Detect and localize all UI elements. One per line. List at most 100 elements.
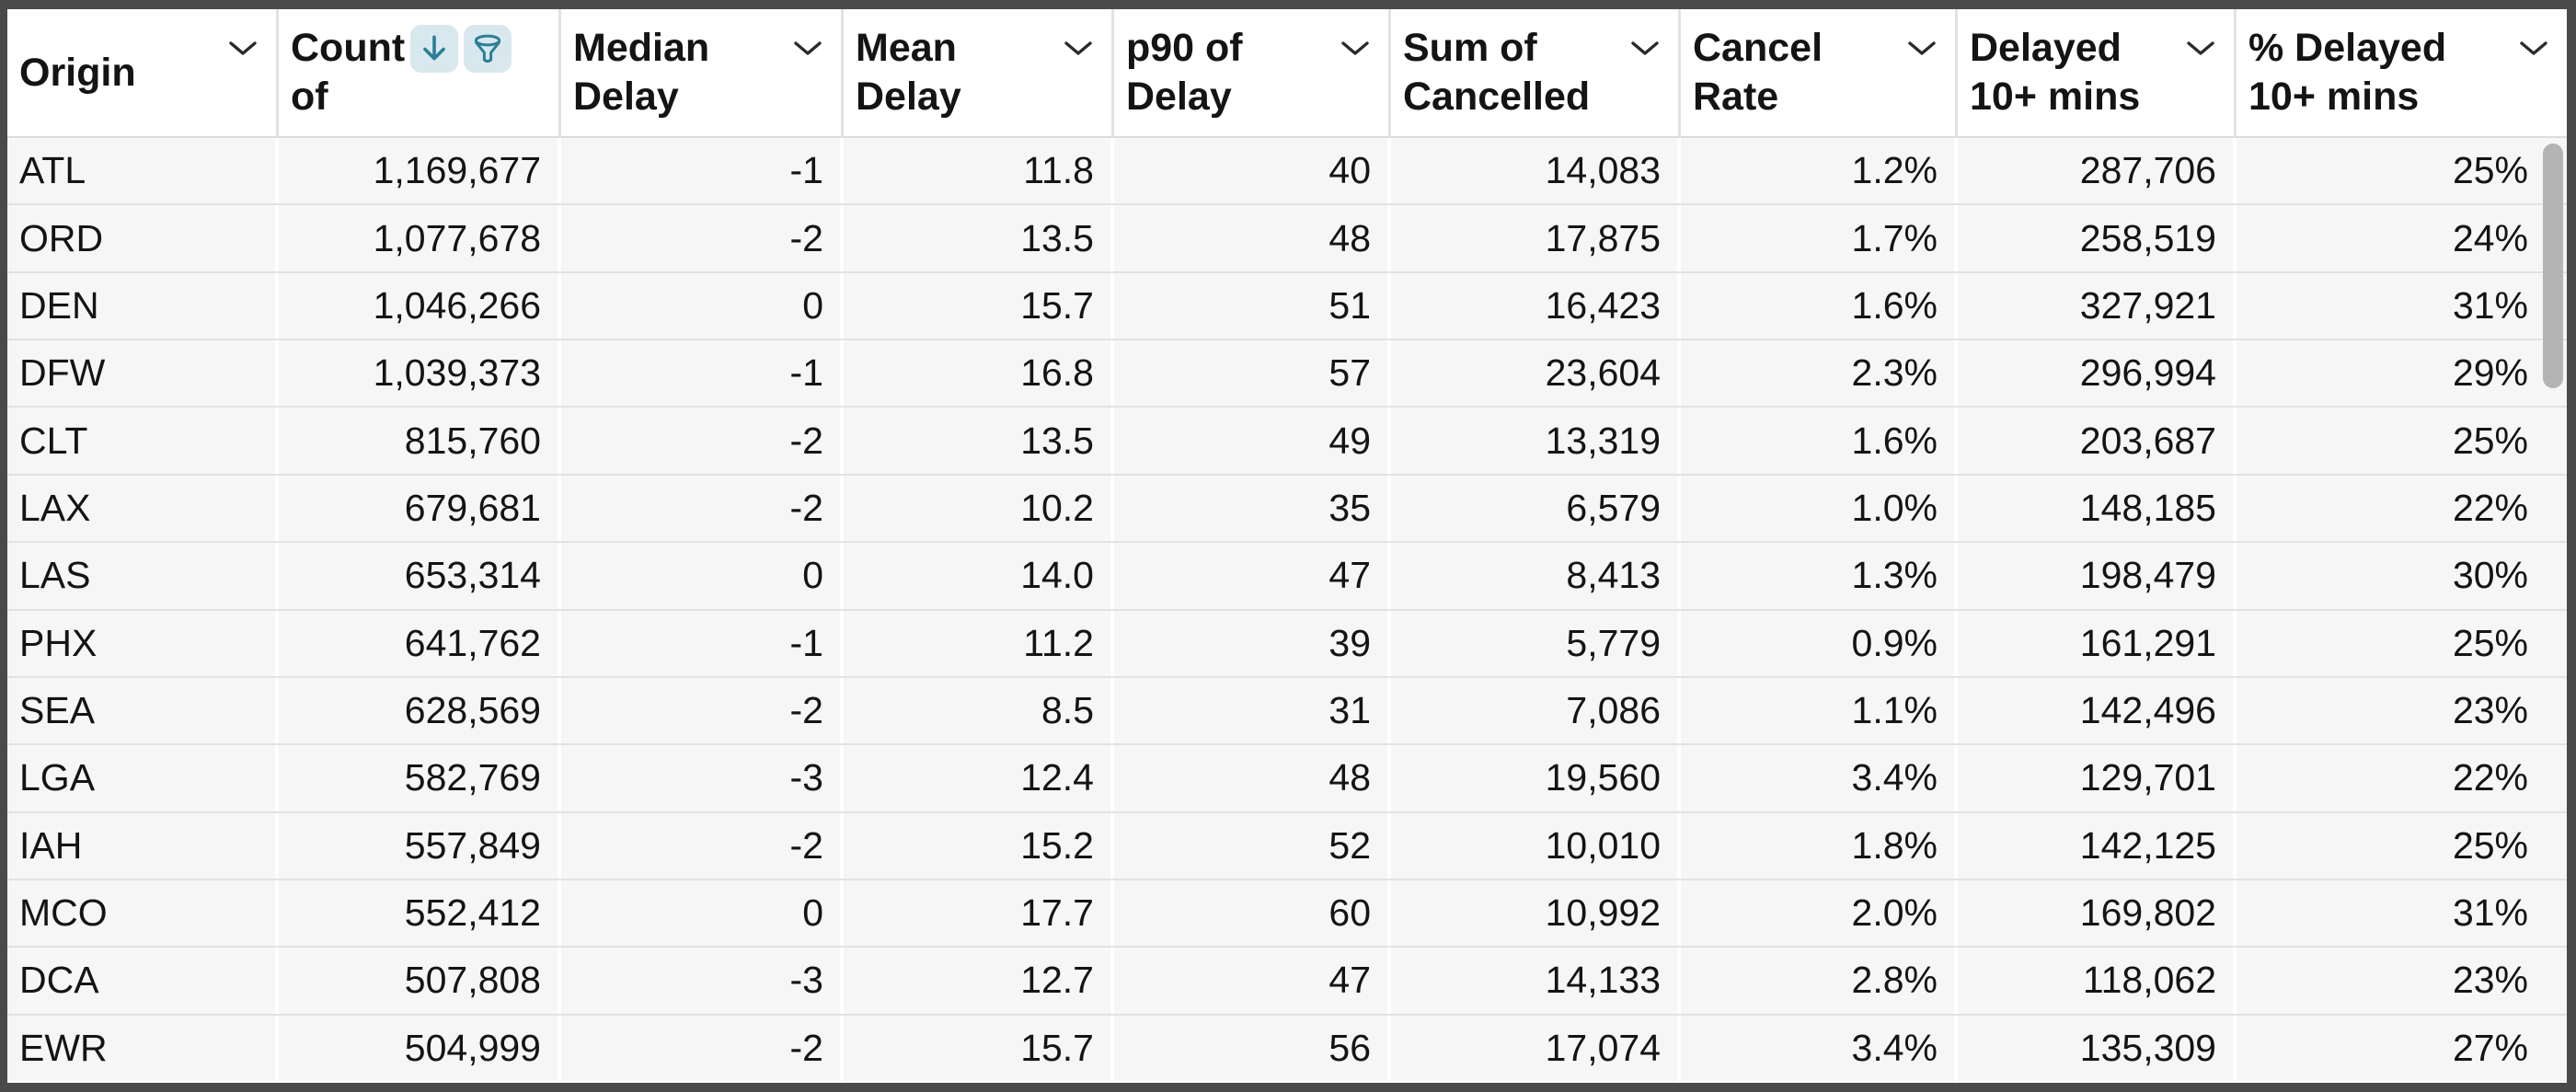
- column-label-line2: Delay: [1126, 75, 1232, 119]
- chevron-down-icon[interactable]: [1340, 40, 1370, 57]
- cell-pct-delayed-10-mins: 22%: [2452, 756, 2528, 799]
- chevron-down-icon[interactable]: [1630, 40, 1660, 57]
- cell-count-of: 653,314: [279, 543, 561, 609]
- cell-origin: ATL: [7, 138, 279, 204]
- cell-cancel-rate: 2.0%: [1681, 879, 1958, 947]
- cell-count-of: 582,769: [279, 745, 561, 811]
- column-label-line1: Origin: [19, 50, 136, 95]
- cell-origin: LAS: [7, 543, 279, 609]
- chevron-down-icon[interactable]: [2519, 40, 2548, 57]
- column-header-sum-of-cancelled[interactable]: Sum of Cancelled: [1391, 9, 1681, 136]
- sort-descending-icon: [423, 34, 446, 60]
- cell-count-of: 815,760: [279, 408, 561, 474]
- column-header-pct-delayed-10-mins[interactable]: % Delayed 10+ mins: [2237, 9, 2567, 136]
- cell-pct-delayed-10-mins: 25%: [2452, 419, 2528, 462]
- cell-delayed-10-mins: 169,802: [1958, 879, 2237, 947]
- column-header-origin[interactable]: Origin: [7, 9, 279, 136]
- table-row: DFW 1,039,373 -1 16.8 57 23,604 2.3% 296,994 29%: [7, 340, 2567, 408]
- column-label-p90-of-delay: p90 of Delay: [1114, 9, 1388, 136]
- cell-sum-of-cancelled: 17,074: [1391, 1015, 1681, 1082]
- cell-pct-delayed-10-mins: 25%: [2452, 149, 2528, 192]
- cell-pct-delayed-10-mins: 23%: [2452, 959, 2528, 1002]
- column-label-sum-of-cancelled: Sum of Cancelled: [1391, 9, 1678, 136]
- table-row: ATL 1,169,677 -1 11.8 40 14,083 1.2% 287,706 25%: [7, 138, 2567, 206]
- cell-median-delay: -3: [561, 948, 844, 1014]
- cell-origin: CLT: [7, 408, 279, 474]
- column-header-delayed-10-mins[interactable]: Delayed 10+ mins: [1958, 9, 2237, 136]
- cell-p90-of-delay: 35: [1114, 475, 1391, 542]
- column-header-cancel-rate[interactable]: Cancel Rate: [1681, 9, 1958, 136]
- sort-descending-button[interactable]: [410, 24, 459, 73]
- cell-mean-delay: 8.5: [844, 677, 1114, 744]
- cell-origin: IAH: [7, 812, 279, 879]
- table-row: PHX 641,762 -1 11.2 39 5,779 0.9% 161,291 25%: [7, 610, 2567, 678]
- chevron-down-icon[interactable]: [793, 40, 822, 57]
- cell-mean-delay: 17.7: [844, 879, 1114, 947]
- cell-count-of: 641,762: [279, 610, 561, 676]
- cell-cancel-rate: 1.3%: [1681, 543, 1958, 609]
- cell-cancel-rate: 2.3%: [1681, 340, 1958, 407]
- column-header-median-delay[interactable]: Median Delay: [561, 9, 844, 136]
- cell-cancel-rate: 1.2%: [1681, 138, 1958, 204]
- cell-pct-delayed-10-mins: 24%: [2452, 216, 2528, 259]
- cell-cancel-rate: 2.8%: [1681, 948, 1958, 1014]
- cell-median-delay: -1: [561, 610, 844, 676]
- table-row: CLT 815,760 -2 13.5 49 13,319 1.6% 203,687 25%: [7, 408, 2567, 476]
- cell-delayed-10-mins: 129,701: [1958, 745, 2237, 811]
- cell-sum-of-cancelled: 7,086: [1391, 677, 1681, 744]
- cell-delayed-10-mins: 142,125: [1958, 812, 2237, 879]
- filter-button[interactable]: [464, 24, 512, 73]
- column-header-count-of[interactable]: Count of: [279, 9, 561, 136]
- cell-delayed-10-mins: 203,687: [1958, 408, 2237, 474]
- chevron-down-icon[interactable]: [2186, 40, 2215, 57]
- cell-p90-of-delay: 47: [1114, 543, 1391, 609]
- cell-count-of: 1,039,373: [279, 340, 561, 407]
- cell-p90-of-delay: 57: [1114, 340, 1391, 407]
- table-row: DEN 1,046,266 0 15.7 51 16,423 1.6% 327,921 31%: [7, 272, 2567, 341]
- cell-origin: DCA: [7, 948, 279, 1014]
- cell-count-of: 1,046,266: [279, 272, 561, 339]
- cell-delayed-10-mins: 161,291: [1958, 610, 2237, 676]
- cell-sum-of-cancelled: 10,010: [1391, 812, 1681, 879]
- chevron-down-icon[interactable]: [1907, 40, 1937, 57]
- cell-median-delay: -1: [561, 138, 844, 204]
- table-row: DCA 507,808 -3 12.7 47 14,133 2.8% 118,062 23%: [7, 948, 2567, 1016]
- cell-median-delay: -2: [561, 677, 844, 744]
- column-label-count-of: Count of: [279, 9, 558, 136]
- column-header-mean-delay[interactable]: Mean Delay: [844, 9, 1114, 136]
- chevron-down-icon[interactable]: [228, 40, 258, 57]
- cell-sum-of-cancelled: 19,560: [1391, 745, 1681, 811]
- cell-mean-delay: 13.5: [844, 408, 1114, 474]
- cell-median-delay: -1: [561, 340, 844, 407]
- cell-median-delay: -2: [561, 205, 844, 271]
- column-label-line2: 10+ mins: [2248, 75, 2420, 119]
- cell-p90-of-delay: 60: [1114, 879, 1391, 947]
- column-label-line2: Delay: [573, 75, 679, 119]
- vertical-scrollbar-thumb[interactable]: [2543, 144, 2563, 388]
- column-label-line1: Median: [573, 26, 710, 70]
- column-label-line1: Cancel: [1693, 26, 1823, 70]
- cell-delayed-10-mins: 135,309: [1958, 1015, 2237, 1082]
- cell-delayed-10-mins: 148,185: [1958, 475, 2237, 542]
- cell-sum-of-cancelled: 16,423: [1391, 272, 1681, 339]
- cell-sum-of-cancelled: 23,604: [1391, 340, 1681, 407]
- cell-p90-of-delay: 48: [1114, 205, 1391, 271]
- cell-origin: ORD: [7, 205, 279, 271]
- cell-cancel-rate: 1.1%: [1681, 677, 1958, 744]
- cell-count-of: 507,808: [279, 948, 561, 1014]
- cell-sum-of-cancelled: 6,579: [1391, 475, 1681, 542]
- cell-median-delay: -2: [561, 408, 844, 474]
- column-header-p90-of-delay[interactable]: p90 of Delay: [1114, 9, 1391, 136]
- chevron-down-icon[interactable]: [1064, 40, 1093, 57]
- cell-p90-of-delay: 49: [1114, 408, 1391, 474]
- cell-cancel-rate: 1.0%: [1681, 475, 1958, 542]
- cell-sum-of-cancelled: 14,083: [1391, 138, 1681, 204]
- cell-sum-of-cancelled: 14,133: [1391, 948, 1681, 1014]
- column-label-line1: Delayed: [1970, 26, 2122, 70]
- cell-sum-of-cancelled: 5,779: [1391, 610, 1681, 676]
- table-row: LAS 653,314 0 14.0 47 8,413 1.3% 198,479 30%: [7, 543, 2567, 611]
- cell-p90-of-delay: 51: [1114, 272, 1391, 339]
- cell-cancel-rate: 3.4%: [1681, 1015, 1958, 1082]
- table-body: ATL 1,169,677 -1 11.8 40 14,083 1.2% 287,706 25%…: [7, 138, 2567, 1082]
